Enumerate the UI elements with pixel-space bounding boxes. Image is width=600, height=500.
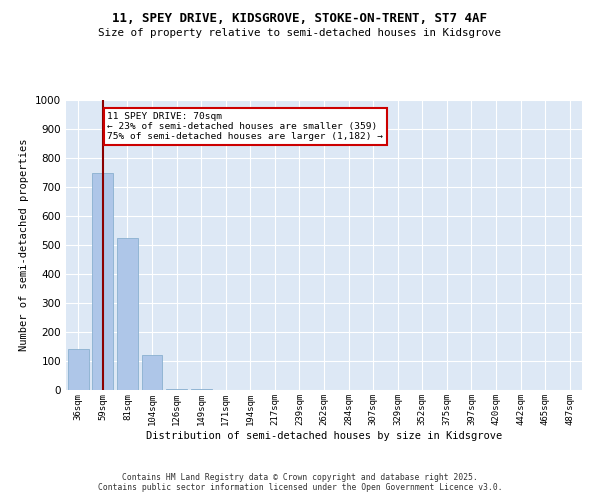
Bar [117,238,138,390]
Bar [92,172,113,390]
Text: 11 SPEY DRIVE: 70sqm
← 23% of semi-detached houses are smaller (359)
75% of semi: 11 SPEY DRIVE: 70sqm ← 23% of semi-detac… [107,112,383,142]
Bar [142,355,163,390]
Y-axis label: Number of semi-detached properties: Number of semi-detached properties [19,138,29,352]
Bar [166,388,187,390]
Text: Size of property relative to semi-detached houses in Kidsgrove: Size of property relative to semi-detach… [98,28,502,38]
X-axis label: Distribution of semi-detached houses by size in Kidsgrove: Distribution of semi-detached houses by … [146,430,502,440]
Text: Contains HM Land Registry data © Crown copyright and database right 2025.
Contai: Contains HM Land Registry data © Crown c… [98,473,502,492]
Bar [68,350,89,390]
Text: 11, SPEY DRIVE, KIDSGROVE, STOKE-ON-TRENT, ST7 4AF: 11, SPEY DRIVE, KIDSGROVE, STOKE-ON-TREN… [113,12,487,26]
